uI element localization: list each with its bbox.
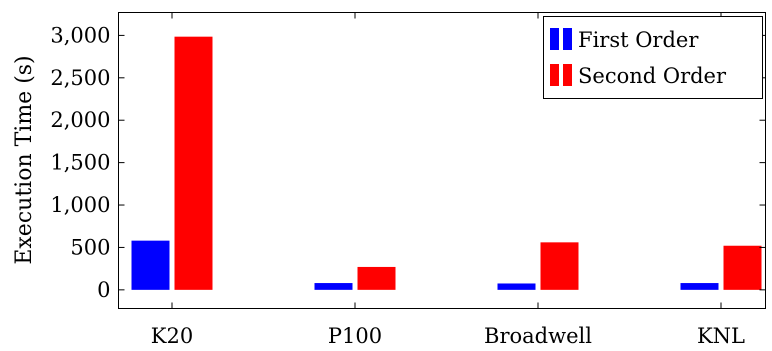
- bar-second-order-broadwell: [540, 242, 579, 290]
- y-tick-label: 2,500: [50, 66, 110, 90]
- y-axis: 0 500 1,000 1,500 2,000 2,500 3,000: [50, 23, 766, 302]
- legend-item-second-order: Second Order: [550, 64, 727, 88]
- legend-label-first-order: First Order: [578, 28, 699, 52]
- plot-frame: [118, 12, 766, 309]
- y-tick-label: 1,500: [50, 151, 110, 175]
- y-tick-label: 3,000: [50, 23, 110, 47]
- legend-swatch-first-order-right: [563, 28, 572, 50]
- bar-second-order-p100: [357, 266, 396, 290]
- y-tick-label: 0: [97, 278, 110, 302]
- x-tick-label: Broadwell: [484, 324, 592, 348]
- bar-first-order-knl: [680, 283, 719, 290]
- x-tick-label: K20: [151, 324, 193, 348]
- y-tick-label: 2,000: [50, 108, 110, 132]
- y-tick-label: 1,000: [50, 193, 110, 217]
- bar-second-order-k20: [174, 36, 213, 290]
- legend-box: [543, 16, 763, 99]
- legend-label-second-order: Second Order: [578, 64, 727, 88]
- bars-layer: [131, 36, 762, 290]
- legend-swatch-second-order-left: [550, 64, 559, 86]
- x-axis: K20 P100 Broadwell KNL: [151, 12, 745, 348]
- bar-first-order-broadwell: [497, 283, 536, 290]
- bar-first-order-p100: [314, 283, 353, 290]
- legend-item-first-order: First Order: [550, 28, 699, 52]
- legend-swatch-first-order-left: [550, 28, 559, 50]
- y-tick-label: 500: [70, 235, 110, 259]
- y-axis-label: Execution Time (s): [12, 55, 37, 264]
- legend-swatch-second-order-right: [563, 64, 572, 86]
- x-tick-label: P100: [328, 324, 382, 348]
- bar-second-order-knl: [723, 245, 762, 290]
- legend: First Order Second Order: [543, 16, 763, 99]
- x-tick-label: KNL: [697, 324, 745, 348]
- bar-first-order-k20: [131, 240, 170, 290]
